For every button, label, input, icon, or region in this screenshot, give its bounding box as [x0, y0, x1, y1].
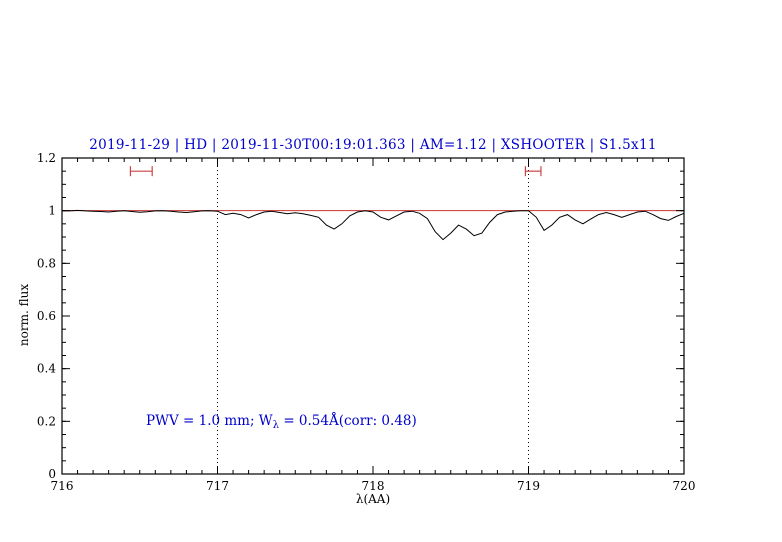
y-axis-label: norm. flux [17, 283, 31, 347]
svg-text:0.4: 0.4 [37, 362, 56, 376]
chart-title: 2019-11-29 | HD | 2019-11-30T00:19:01.36… [89, 137, 657, 153]
svg-text:720: 720 [673, 479, 696, 493]
pwv-annotation-prefix: PWV = 1.0 mm; W [146, 413, 273, 429]
svg-text:718: 718 [362, 479, 385, 493]
spectrum-line [61, 209, 685, 241]
pwv-annotation-subscript: λ [272, 420, 280, 431]
svg-text:0.6: 0.6 [37, 309, 56, 323]
pwv-annotation: PWV = 1.0 mm; Wλ = 0.54Å(corr: 0.48) [146, 413, 417, 431]
svg-text:0: 0 [48, 467, 56, 481]
svg-text:0.2: 0.2 [37, 414, 56, 428]
svg-text:716: 716 [51, 479, 74, 493]
red-interval-markers [129, 166, 542, 177]
pwv-annotation-suffix: = 0.54Å(corr: 0.48) [279, 413, 417, 429]
tick-labels: 716 717 718 719 720 0 0.2 0.4 0.6 0.8 1 1.2 [37, 151, 696, 493]
svg-text:1: 1 [48, 204, 56, 218]
svg-text:1.2: 1.2 [37, 151, 56, 165]
svg-text:717: 717 [206, 479, 229, 493]
x-axis-label: λ(AA) [355, 492, 391, 506]
svg-text:719: 719 [517, 479, 540, 493]
axis-ticks [61, 157, 685, 475]
svg-text:0.8: 0.8 [37, 256, 56, 270]
